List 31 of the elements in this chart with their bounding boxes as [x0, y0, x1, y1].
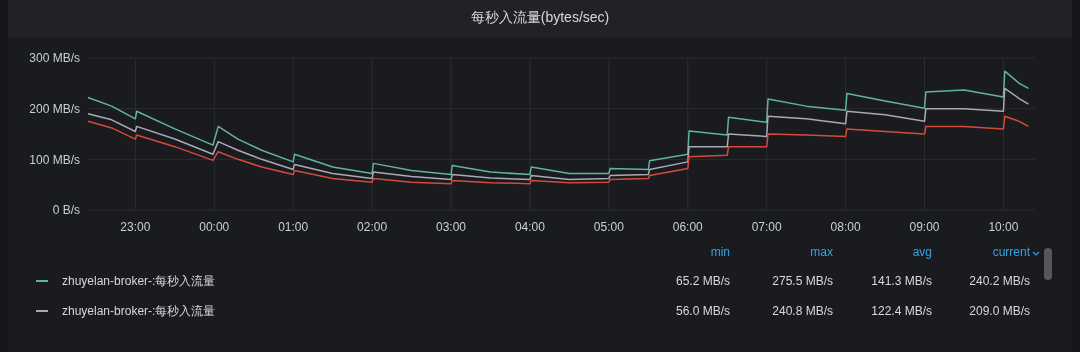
x-tick-label: 06:00 [672, 220, 704, 235]
x-tick-label: 01:00 [278, 220, 309, 235]
text: min [710, 245, 730, 259]
text: 209.0 MB/s [969, 304, 1030, 318]
text: 141.3 MB/s [871, 274, 932, 288]
legend-label: zhuyelan-broker-:每秒入流量 [62, 274, 216, 288]
y-tick-label: 0 B/s [52, 203, 80, 218]
text: 240.8 MB/s [772, 304, 833, 318]
x-tick-label: 23:00 [120, 220, 151, 235]
x-tick-label: 03:00 [436, 220, 467, 235]
x-tick-label: 02:00 [357, 220, 388, 235]
text: 56.0 MB/s [675, 304, 730, 318]
x-tick-label: 10:00 [988, 220, 1019, 235]
legend-label: zhuyelan-broker-:每秒入流量 [62, 304, 216, 318]
x-tick-label: 04:00 [514, 220, 546, 235]
text: avg [912, 245, 932, 259]
text: max [810, 245, 833, 259]
y-tick-label: 300 MB/s [29, 51, 80, 66]
x-tick-label: 08:00 [830, 220, 861, 235]
y-tick-label: 200 MB/s [29, 101, 80, 116]
text: 240.2 MB/s [969, 274, 1030, 288]
text: current [992, 245, 1031, 259]
text: 65.2 MB/s [675, 274, 730, 288]
text: 275.5 MB/s [772, 274, 833, 288]
x-tick-label: 00:00 [199, 220, 230, 235]
x-tick-label: 07:00 [751, 220, 783, 235]
x-tick-label: 05:00 [593, 220, 625, 235]
y-tick-label: 100 MB/s [29, 152, 80, 167]
chart-title: 每秒入流量(bytes/sec) [470, 9, 610, 25]
x-tick-label: 09:00 [909, 220, 940, 235]
text: 122.4 MB/s [871, 304, 932, 318]
